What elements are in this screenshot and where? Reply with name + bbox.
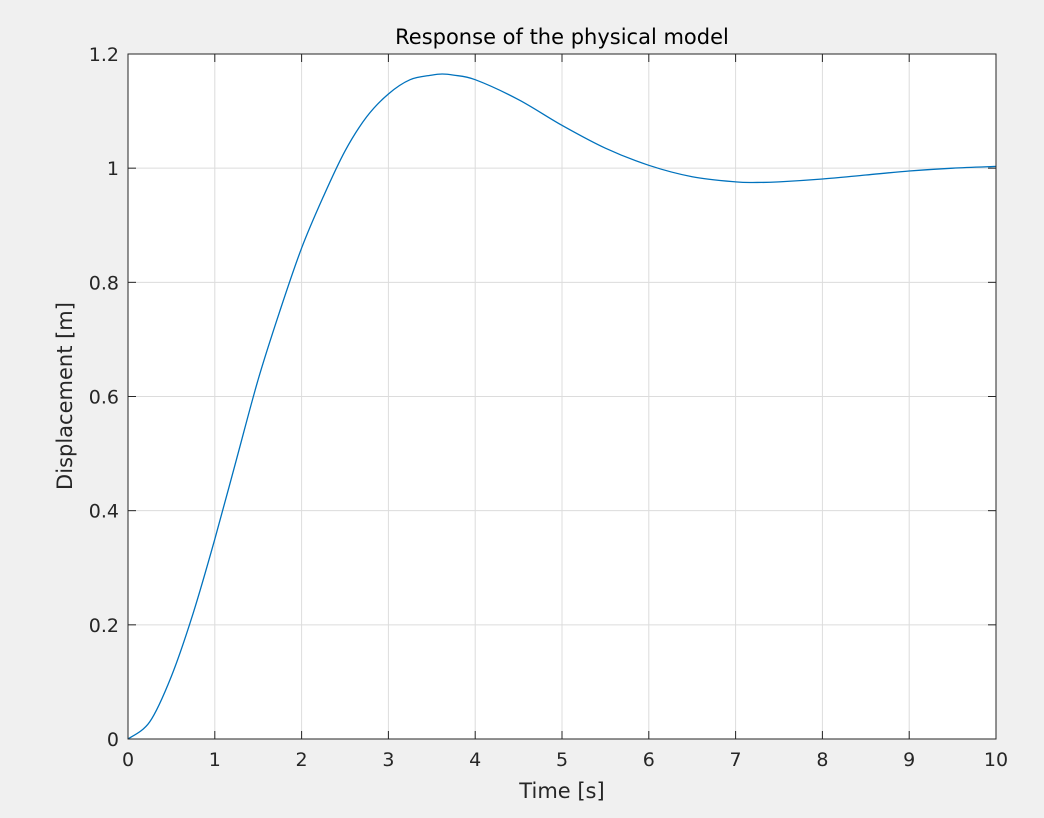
y-tick-label: 0.4: [89, 501, 119, 523]
y-axis-title: Displacement [m]: [53, 302, 77, 490]
y-tick-label: 1: [107, 158, 119, 180]
x-tick-label: 9: [903, 749, 915, 771]
x-tick-label: 5: [556, 749, 568, 771]
x-tick-label: 2: [296, 749, 308, 771]
series-line: [127, 73, 997, 740]
y-tick-label: 0: [107, 729, 119, 751]
x-tick-label: 7: [730, 749, 742, 771]
x-tick-label: 4: [469, 749, 481, 771]
x-axis-title: Time [s]: [518, 779, 604, 803]
y-tick-labels: 0 0.2 0.4 0.6 0.8 1 1.2: [89, 44, 119, 751]
x-tick-label: 0: [122, 749, 134, 771]
chart-title: Response of the physical model: [395, 25, 729, 49]
y-tick-label: 0.6: [89, 387, 119, 409]
x-tick-label: 8: [816, 749, 828, 771]
x-tick-label: 6: [643, 749, 655, 771]
y-tick-label: 0.8: [89, 272, 119, 294]
y-tick-label: 0.2: [89, 615, 119, 637]
y-tick-label: 1.2: [89, 44, 119, 66]
grid: [128, 54, 996, 739]
ticks: [127, 53, 997, 740]
x-tick-label: 1: [209, 749, 221, 771]
x-tick-label: 3: [382, 749, 394, 771]
x-tick-labels: 0 1 2 3 4 5 6 7 8 9 10: [122, 749, 1008, 771]
x-tick-label: 10: [984, 749, 1008, 771]
series-layer: [127, 73, 997, 740]
